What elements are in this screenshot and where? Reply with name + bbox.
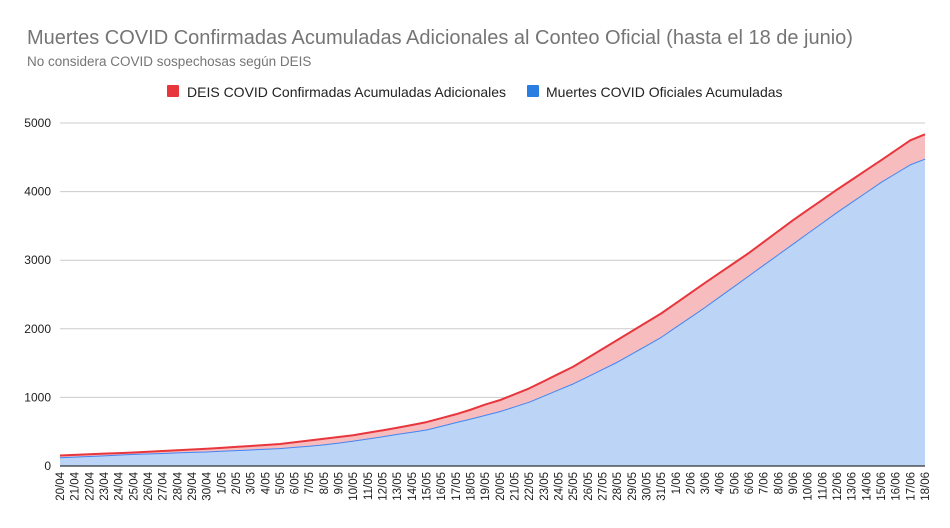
legend-label-additional: DEIS COVID Confirmadas Acumuladas Adicio… [187,84,506,100]
x-tick-label: 30/04 [202,471,214,500]
x-tick-label: 24/04 [114,471,126,500]
chart-subtitle: No considera COVID sospechosas según DEI… [27,54,311,69]
x-tick-label: 1/06 [671,472,683,494]
plot-area [59,133,926,467]
y-axis: 0 1000 2000 3000 4000 5000 [24,116,51,473]
x-tick-label: 14/05 [407,472,419,501]
y-tick-label: 4000 [24,185,51,199]
x-tick-label: 11/06 [817,472,829,500]
x-tick-label: 2/06 [685,472,697,494]
y-tick-label: 0 [44,459,51,473]
x-tick-label: 26/05 [583,472,595,501]
x-tick-label: 28/04 [172,471,184,500]
x-tick-label: 21/05 [509,472,521,501]
x-tick-label: 2/05 [231,472,243,494]
x-tick-label: 21/04 [70,471,82,500]
x-tick-label: 23/05 [539,472,551,501]
x-tick-label: 6/06 [744,472,756,494]
x-tick-label: 10/05 [348,472,360,501]
x-tick-label: 13/05 [392,472,404,501]
x-axis: 20/04 21/04 22/04 23/04 24/04 25/04 26/04 27/04… [55,471,932,500]
x-tick-label: 22/04 [84,471,96,500]
x-tick-label: 28/05 [612,472,624,501]
x-tick-label: 27/04 [158,471,170,500]
x-tick-label: 4/06 [715,472,727,494]
x-tick-label: 10/06 [803,472,815,501]
x-tick-label: 23/04 [99,471,111,500]
x-tick-label: 19/05 [480,472,492,501]
x-tick-label: 13/06 [847,472,859,501]
area-official [60,158,925,466]
legend: DEIS COVID Confirmadas Acumuladas Adicio… [167,84,783,100]
x-tick-label: 26/04 [143,471,155,500]
x-tick-label: 8/05 [319,472,331,494]
y-tick-label: 5000 [24,116,51,130]
x-tick-label: 25/05 [568,472,580,501]
x-tick-label: 29/05 [627,472,639,501]
y-tick-label: 2000 [24,322,51,336]
x-tick-label: 17/05 [451,472,463,501]
x-tick-label: 14/06 [861,472,873,501]
x-tick-label: 1/05 [216,472,228,494]
x-tick-label: 3/05 [246,472,258,494]
x-tick-label: 7/06 [759,472,771,494]
x-tick-label: 6/05 [290,472,302,494]
x-tick-label: 30/05 [641,472,653,501]
x-tick-label: 25/04 [128,471,140,500]
x-tick-label: 24/05 [553,472,565,501]
x-tick-label: 17/06 [905,472,917,501]
chart-title: Muertes COVID Confirmadas Acumuladas Adi… [27,27,853,49]
x-tick-label: 3/06 [700,472,712,494]
x-tick-label: 18/05 [466,472,478,501]
x-tick-label: 22/05 [524,472,536,501]
x-tick-label: 20/05 [495,472,507,501]
x-tick-label: 9/05 [334,472,346,494]
y-tick-label: 1000 [24,390,51,404]
x-tick-label: 11/05 [363,472,375,500]
x-tick-label: 16/06 [891,472,903,501]
x-tick-label: 4/05 [260,472,272,494]
x-tick-label: 16/05 [436,472,448,501]
x-tick-label: 15/05 [422,472,434,501]
x-tick-label: 8/06 [773,472,785,494]
x-tick-label: 5/06 [729,472,741,494]
x-tick-label: 5/05 [275,472,287,494]
x-tick-label: 27/05 [597,472,609,501]
x-tick-label: 12/05 [378,472,390,501]
line-additional [59,133,926,457]
x-tick-label: 15/06 [876,472,888,501]
x-tick-label: 12/06 [832,472,844,501]
x-tick-label: 18/06 [920,472,932,501]
x-tick-label: 20/04 [55,471,67,500]
legend-swatch-official [527,85,539,97]
legend-swatch-additional [167,85,179,97]
x-tick-label: 31/05 [656,472,668,501]
x-tick-label: 9/06 [788,472,800,494]
x-tick-label: 7/05 [304,472,316,494]
legend-label-official: Muertes COVID Oficiales Acumuladas [546,84,783,100]
x-tick-label: 29/04 [187,471,199,500]
y-tick-label: 3000 [24,253,51,267]
